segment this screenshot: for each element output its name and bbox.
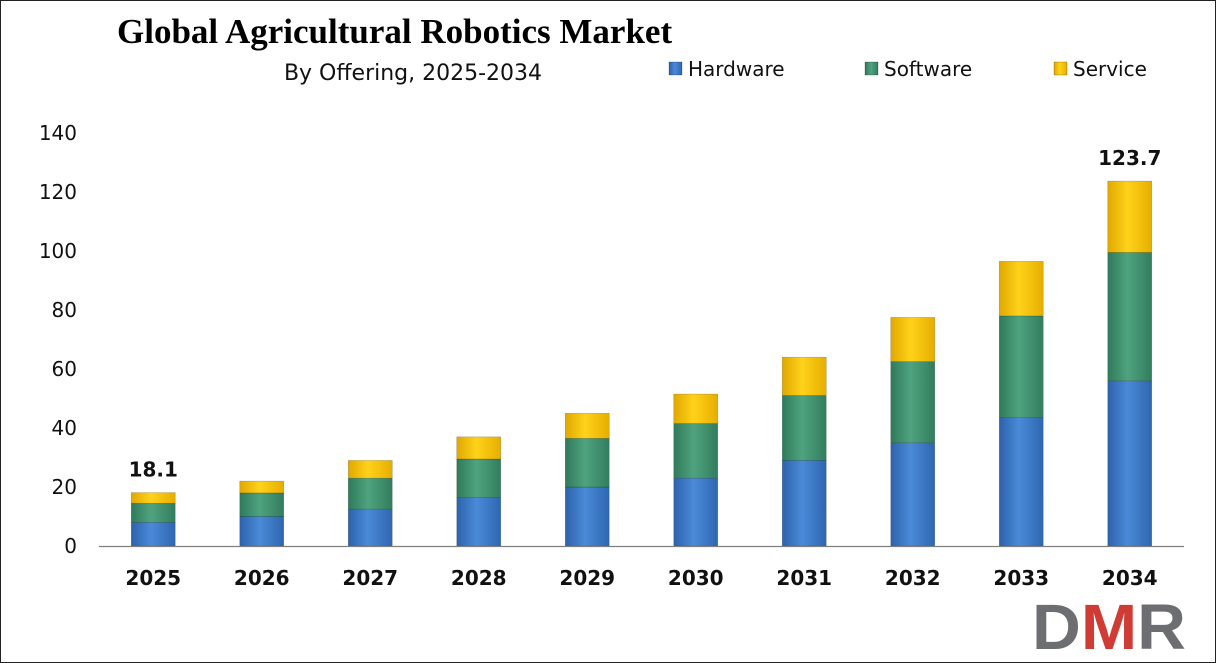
bar-hardware-2025 — [130, 522, 176, 547]
bar-software-2030 — [673, 423, 719, 479]
legend-swatch — [668, 61, 683, 76]
bar-service-2028 — [456, 436, 502, 460]
bar-software-2033 — [998, 315, 1044, 418]
legend: Hardware Software Service — [668, 57, 1147, 81]
bar-software-2027 — [347, 477, 393, 510]
bar-hardware-2028 — [456, 497, 502, 547]
bar-service-2029 — [564, 412, 610, 439]
y-tick-label: 0 — [64, 534, 77, 558]
y-tick-label: 100 — [39, 239, 77, 263]
bar-service-2027 — [347, 460, 393, 479]
bar-software-2029 — [564, 438, 610, 488]
bar-hardware-2027 — [347, 508, 393, 547]
bar-software-2028 — [456, 458, 502, 498]
x-tick-label: 2025 — [125, 566, 181, 590]
x-tick-label: 2033 — [993, 566, 1049, 590]
x-tick-label: 2028 — [451, 566, 507, 590]
dmr-logo-text: DMR — [1032, 591, 1186, 662]
bar-software-2026 — [239, 492, 285, 517]
bar-software-2025 — [130, 502, 176, 523]
x-tick-label: 2032 — [885, 566, 941, 590]
data-label-2034: 123.7 — [1098, 146, 1161, 170]
data-labels: 18.1 123.7 — [129, 146, 1162, 482]
x-tick-label: 2027 — [342, 566, 398, 590]
y-tick-label: 20 — [52, 475, 77, 499]
y-tick-label: 80 — [52, 298, 77, 322]
x-tick-label: 2030 — [668, 566, 724, 590]
bar-service-2026 — [239, 480, 285, 494]
legend-item-software: Software — [864, 57, 972, 81]
bar-hardware-2032 — [890, 442, 936, 547]
bar-software-2031 — [781, 395, 827, 461]
bar-hardware-2034 — [1107, 380, 1153, 547]
legend-label: Software — [884, 57, 972, 81]
bar-software-2034 — [1107, 252, 1153, 382]
bar-hardware-2026 — [239, 516, 285, 547]
bar-service-2033 — [998, 261, 1044, 317]
bars — [130, 180, 1153, 547]
dmr-logo: DMR — [1032, 591, 1186, 662]
bar-hardware-2030 — [673, 477, 719, 547]
y-axis: 0 20 40 60 80 100 120 140 — [39, 121, 77, 558]
y-tick-label: 60 — [52, 357, 77, 381]
bar-software-2032 — [890, 361, 936, 444]
x-tick-label: 2029 — [559, 566, 615, 590]
x-axis: 2025 2026 2027 2028 2029 2030 2031 2032 2033 2034 — [125, 566, 1157, 590]
bar-service-2032 — [890, 317, 936, 362]
bar-service-2030 — [673, 393, 719, 424]
x-tick-label: 2034 — [1102, 566, 1158, 590]
bar-hardware-2033 — [998, 417, 1044, 547]
chart-subtitle: By Offering, 2025-2034 — [284, 61, 542, 86]
bar-service-2031 — [781, 356, 827, 396]
y-tick-label: 40 — [52, 416, 77, 440]
legend-label: Hardware — [688, 57, 785, 81]
legend-swatch — [864, 61, 879, 76]
legend-label: Service — [1073, 57, 1147, 81]
chart-title: Global Agricultural Robotics Market — [117, 12, 672, 51]
bar-hardware-2031 — [781, 460, 827, 547]
x-tick-label: 2026 — [234, 566, 290, 590]
bar-hardware-2029 — [564, 486, 610, 547]
bar-service-2034 — [1107, 180, 1153, 253]
legend-item-hardware: Hardware — [668, 57, 785, 81]
legend-swatch — [1053, 61, 1068, 76]
bar-service-2025 — [130, 492, 176, 504]
data-label-2025: 18.1 — [129, 458, 178, 482]
y-tick-label: 140 — [39, 121, 77, 145]
legend-item-service: Service — [1053, 57, 1147, 81]
y-tick-label: 120 — [39, 180, 77, 204]
x-tick-label: 2031 — [776, 566, 832, 590]
